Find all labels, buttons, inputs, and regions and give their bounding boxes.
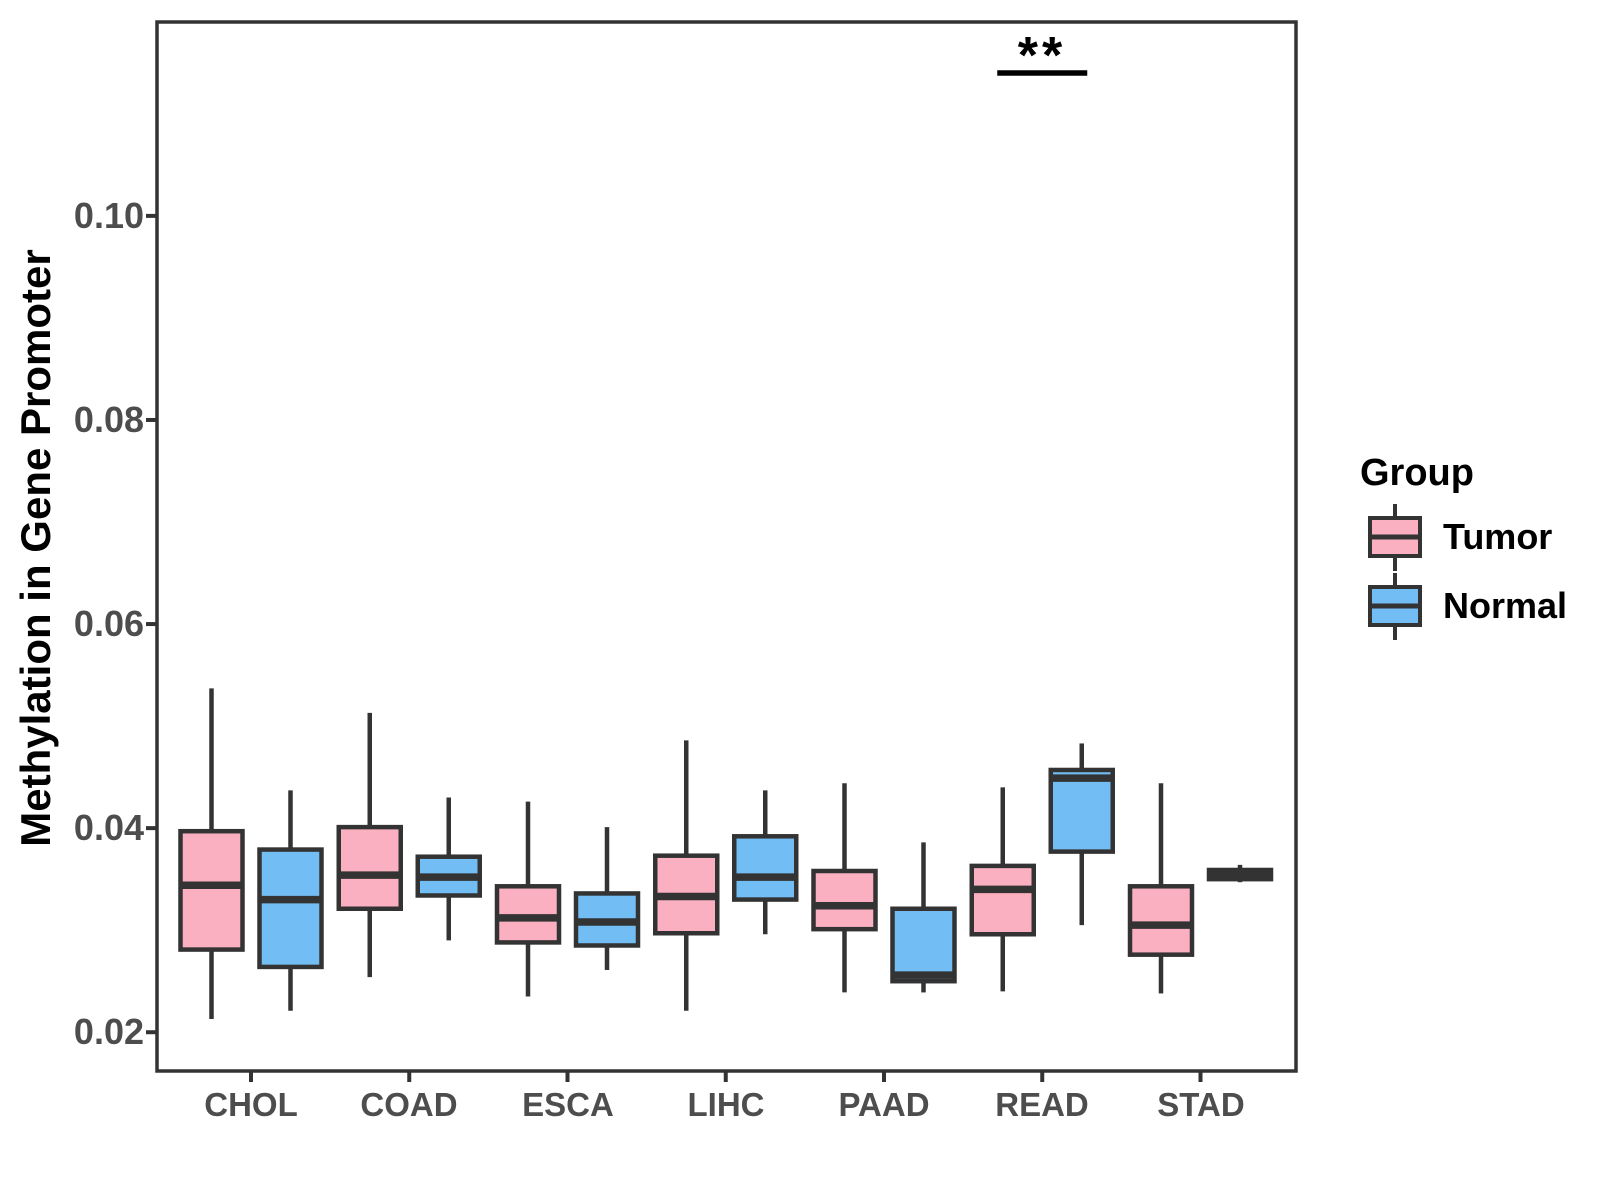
legend-key-tumor-icon <box>1368 504 1422 571</box>
y-tick-label-0.10: 0.10 <box>73 195 144 236</box>
x-tick-label-paad: PAAD <box>838 1086 930 1123</box>
legend-key-normal-icon <box>1368 573 1422 640</box>
box-tumor-coad <box>336 824 403 912</box>
box-normal-paad <box>890 906 957 984</box>
box-tumor-stad <box>1127 884 1195 957</box>
x-tick-label-esca: ESCA <box>522 1086 614 1123</box>
box-tumor-chol <box>178 828 245 952</box>
x-tick-label-read: READ <box>995 1086 1089 1123</box>
box-normal-chol <box>257 847 324 970</box>
y-tick-label-0.04: 0.04 <box>73 807 144 848</box>
box-normal-lihc <box>732 834 799 902</box>
box-tumor-paad <box>811 868 878 932</box>
panel-border <box>155 20 1298 1073</box>
x-tick-label-lihc: LIHC <box>687 1086 765 1123</box>
y-tick-label-0.06: 0.06 <box>73 603 144 644</box>
y-tick-label-0.08: 0.08 <box>73 399 144 440</box>
box-tumor-read <box>969 863 1036 937</box>
box-normal-read <box>1048 767 1115 854</box>
significance-stars: ** <box>1017 27 1067 85</box>
x-tick-label-coad: COAD <box>360 1086 458 1123</box>
legend-label-tumor: Tumor <box>1443 516 1553 557</box>
y-axis-title: Methylation in Gene Promoter <box>12 249 59 847</box>
y-tick-label-0.02: 0.02 <box>73 1011 144 1052</box>
x-tick-label-stad: STAD <box>1157 1086 1245 1123</box>
x-tick-label-chol: CHOL <box>204 1086 298 1123</box>
legend-label-normal: Normal <box>1443 585 1568 626</box>
legend-title: Group <box>1360 452 1474 494</box>
